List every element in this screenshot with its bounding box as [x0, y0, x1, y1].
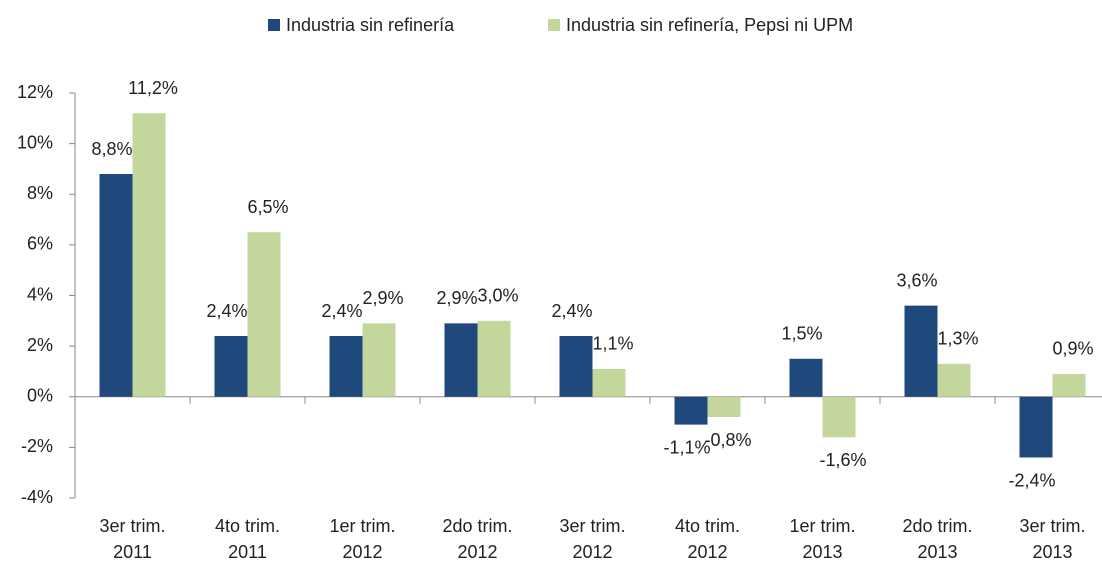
bar	[559, 336, 593, 397]
y-tick-label: -4%	[21, 487, 53, 507]
bar	[904, 305, 938, 397]
data-label: 6,5%	[247, 197, 288, 217]
bar	[477, 320, 511, 397]
x-tick-label: 2012	[457, 542, 497, 562]
bar	[247, 232, 281, 397]
data-label: 1,5%	[781, 324, 822, 344]
data-label: 2,9%	[362, 288, 403, 308]
y-tick-label: 2%	[27, 335, 53, 355]
legend-label: Industria sin refinería, Pepsi ni UPM	[566, 15, 853, 35]
bar	[132, 113, 166, 397]
data-label: -1,1%	[663, 437, 710, 457]
x-tick-label: 3er trim.	[1019, 516, 1085, 536]
bar	[329, 336, 363, 397]
data-label: -1,6%	[819, 450, 866, 470]
x-tick-label: 2do trim.	[442, 516, 512, 536]
x-tick-label: 3er trim.	[99, 516, 165, 536]
data-label: 1,3%	[937, 329, 978, 349]
legend-label: Industria sin refinería	[286, 15, 455, 35]
bar	[444, 323, 478, 397]
bar	[99, 174, 133, 397]
bar	[592, 368, 626, 397]
bar	[362, 323, 396, 397]
y-tick-label: 0%	[27, 386, 53, 406]
y-tick-label: 8%	[27, 183, 53, 203]
bar	[937, 363, 971, 397]
bar	[822, 396, 856, 438]
x-tick-label: 2011	[228, 542, 267, 562]
y-tick-label: -2%	[21, 436, 53, 456]
data-label: 0,9%	[1052, 339, 1093, 359]
y-tick-label: 6%	[27, 234, 53, 254]
bar	[1052, 373, 1086, 397]
data-label: 3,6%	[896, 270, 937, 290]
data-label: 2,4%	[206, 301, 247, 321]
x-tick-label: 4to trim.	[215, 516, 280, 536]
data-label: 11,2%	[128, 78, 178, 98]
x-tick-label: 2do trim.	[902, 516, 972, 536]
legend-swatch	[548, 19, 560, 31]
x-tick-label: 4to trim.	[675, 516, 740, 536]
bar	[674, 396, 708, 425]
bar	[214, 336, 248, 397]
data-label: 2,9%	[436, 288, 477, 308]
x-tick-label: 2013	[802, 542, 842, 562]
x-tick-label: 2012	[572, 542, 612, 562]
x-tick-label: 2012	[342, 542, 382, 562]
x-tick-label: 3er trim.	[559, 516, 625, 536]
legend-swatch	[268, 19, 280, 31]
bar	[1019, 396, 1053, 458]
x-tick-label: 1er trim.	[789, 516, 855, 536]
data-label: 3,0%	[477, 286, 518, 306]
x-tick-label: 1er trim.	[329, 516, 395, 536]
y-tick-label: 10%	[17, 132, 53, 152]
x-tick-label: 2013	[1032, 542, 1072, 562]
x-tick-label: 2012	[687, 542, 727, 562]
x-tick-label: 2013	[917, 542, 957, 562]
data-label: -0,8%	[704, 430, 751, 450]
data-label: 1,1%	[592, 334, 633, 354]
x-tick-label: 2011	[113, 542, 152, 562]
y-tick-label: 4%	[27, 284, 53, 304]
data-label: 2,4%	[551, 301, 592, 321]
y-tick-label: 12%	[17, 82, 53, 102]
data-label: -2,4%	[1008, 470, 1055, 490]
bar	[789, 358, 823, 397]
data-label: 2,4%	[321, 301, 362, 321]
bar	[707, 396, 741, 417]
data-label: 8,8%	[91, 139, 132, 159]
